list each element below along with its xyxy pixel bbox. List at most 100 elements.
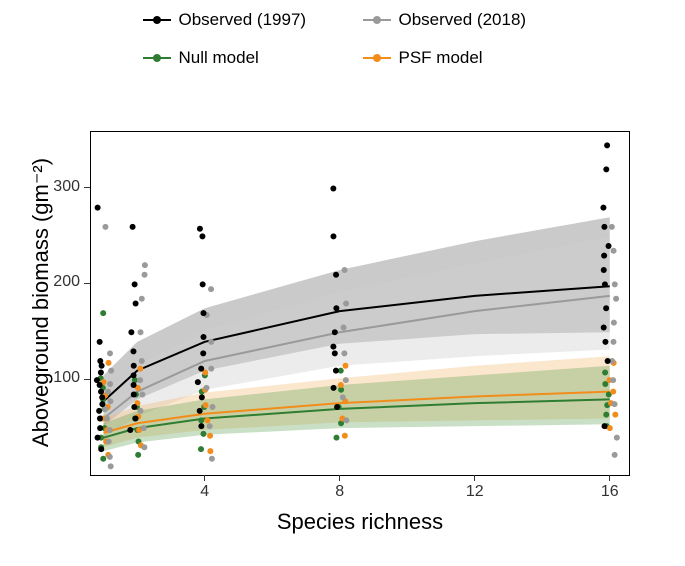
point-obs2018 <box>141 425 147 431</box>
point-obs1997 <box>99 394 105 400</box>
point-obs1997 <box>604 142 610 148</box>
point-obs1997 <box>333 272 339 278</box>
point-psf <box>203 402 209 408</box>
point-obs2018 <box>108 463 114 469</box>
legend: Observed (1997)Observed (2018)Null model… <box>0 10 685 68</box>
point-obs2018 <box>209 456 215 462</box>
point-obs1997 <box>97 382 103 388</box>
point-obs2018 <box>108 368 114 374</box>
legend-swatch-icon <box>363 13 391 27</box>
legend-swatch-icon <box>143 51 171 65</box>
y-tick-mark <box>84 379 90 380</box>
point-psf <box>106 360 112 366</box>
point-obs1997 <box>330 344 336 350</box>
point-obs1997 <box>330 186 336 192</box>
point-obs1997 <box>602 339 608 345</box>
y-tick-label: 100 <box>53 369 80 387</box>
point-obs2018 <box>341 350 347 356</box>
y-axis-label: Aboveground biomass (gm⁻²) <box>28 130 54 475</box>
point-null <box>333 435 339 441</box>
point-obs2018 <box>343 301 349 307</box>
legend-label: PSF model <box>399 48 483 68</box>
x-tick-label: 12 <box>465 483 485 501</box>
point-psf <box>137 366 143 372</box>
point-obs2018 <box>611 248 617 254</box>
point-obs1997 <box>132 281 138 287</box>
point-obs1997 <box>197 408 203 414</box>
point-obs1997 <box>195 379 201 385</box>
point-obs1997 <box>98 389 104 395</box>
point-obs1997 <box>198 366 204 372</box>
point-obs1997 <box>197 226 203 232</box>
point-obs1997 <box>98 446 104 452</box>
legend-item-obs2018: Observed (2018) <box>363 10 543 30</box>
point-obs1997 <box>198 423 204 429</box>
point-obs1997 <box>601 224 607 230</box>
point-obs1997 <box>200 281 206 287</box>
point-obs2018 <box>139 392 145 398</box>
legend-item-psf: PSF model <box>363 48 543 68</box>
point-obs2018 <box>142 272 148 278</box>
point-obs1997 <box>96 408 102 414</box>
point-obs1997 <box>601 253 607 259</box>
point-obs2018 <box>204 385 210 391</box>
point-obs1997 <box>131 392 137 398</box>
point-obs1997 <box>601 324 607 330</box>
x-tick-mark <box>474 475 475 481</box>
point-obs1997 <box>97 416 103 422</box>
point-obs2018 <box>612 401 618 407</box>
point-obs2018 <box>342 267 348 273</box>
point-obs1997 <box>98 370 104 376</box>
point-obs1997 <box>127 427 133 433</box>
legend-item-null: Null model <box>143 48 323 68</box>
point-null <box>603 412 609 418</box>
x-tick-mark <box>204 475 205 481</box>
point-obs2018 <box>138 408 144 414</box>
point-obs2018 <box>137 377 143 383</box>
point-psf <box>612 412 618 418</box>
point-obs1997 <box>130 224 136 230</box>
point-obs2018 <box>209 404 215 410</box>
point-obs1997 <box>603 305 609 311</box>
point-obs1997 <box>600 205 606 211</box>
point-obs2018 <box>611 320 617 326</box>
point-obs2018 <box>141 444 147 450</box>
point-obs1997 <box>334 404 340 410</box>
point-obs1997 <box>95 205 101 211</box>
point-obs2018 <box>208 286 214 292</box>
chart-container: Observed (1997)Observed (2018)Null model… <box>0 0 685 566</box>
point-obs2018 <box>107 381 113 387</box>
point-psf <box>607 425 613 431</box>
point-obs2018 <box>610 339 616 345</box>
point-obs2018 <box>609 224 615 230</box>
point-null <box>200 431 206 437</box>
legend-label: Observed (2018) <box>399 10 527 30</box>
point-obs1997 <box>95 435 101 441</box>
point-obs2018 <box>102 224 108 230</box>
point-psf <box>342 363 348 369</box>
x-tick-mark <box>609 475 610 481</box>
point-obs2018 <box>207 423 213 429</box>
point-obs2018 <box>139 358 145 364</box>
point-obs2018 <box>138 329 144 335</box>
point-obs1997 <box>330 233 336 239</box>
point-obs1997 <box>331 385 337 391</box>
point-null <box>135 452 141 458</box>
point-obs1997 <box>131 404 137 410</box>
x-tick-label: 16 <box>600 483 620 501</box>
legend-swatch-icon <box>143 13 171 27</box>
legend-label: Null model <box>179 48 259 68</box>
point-psf <box>342 433 348 439</box>
x-tick-label: 8 <box>330 483 350 501</box>
point-obs1997 <box>131 363 137 369</box>
point-obs1997 <box>133 301 139 307</box>
point-null <box>100 310 106 316</box>
point-psf <box>207 433 213 439</box>
point-psf <box>338 382 344 388</box>
point-obs2018 <box>106 439 112 445</box>
point-obs2018 <box>107 350 113 356</box>
point-obs1997 <box>99 401 105 407</box>
point-obs1997 <box>128 329 134 335</box>
y-tick-label: 300 <box>53 178 80 196</box>
point-obs1997 <box>200 350 206 356</box>
